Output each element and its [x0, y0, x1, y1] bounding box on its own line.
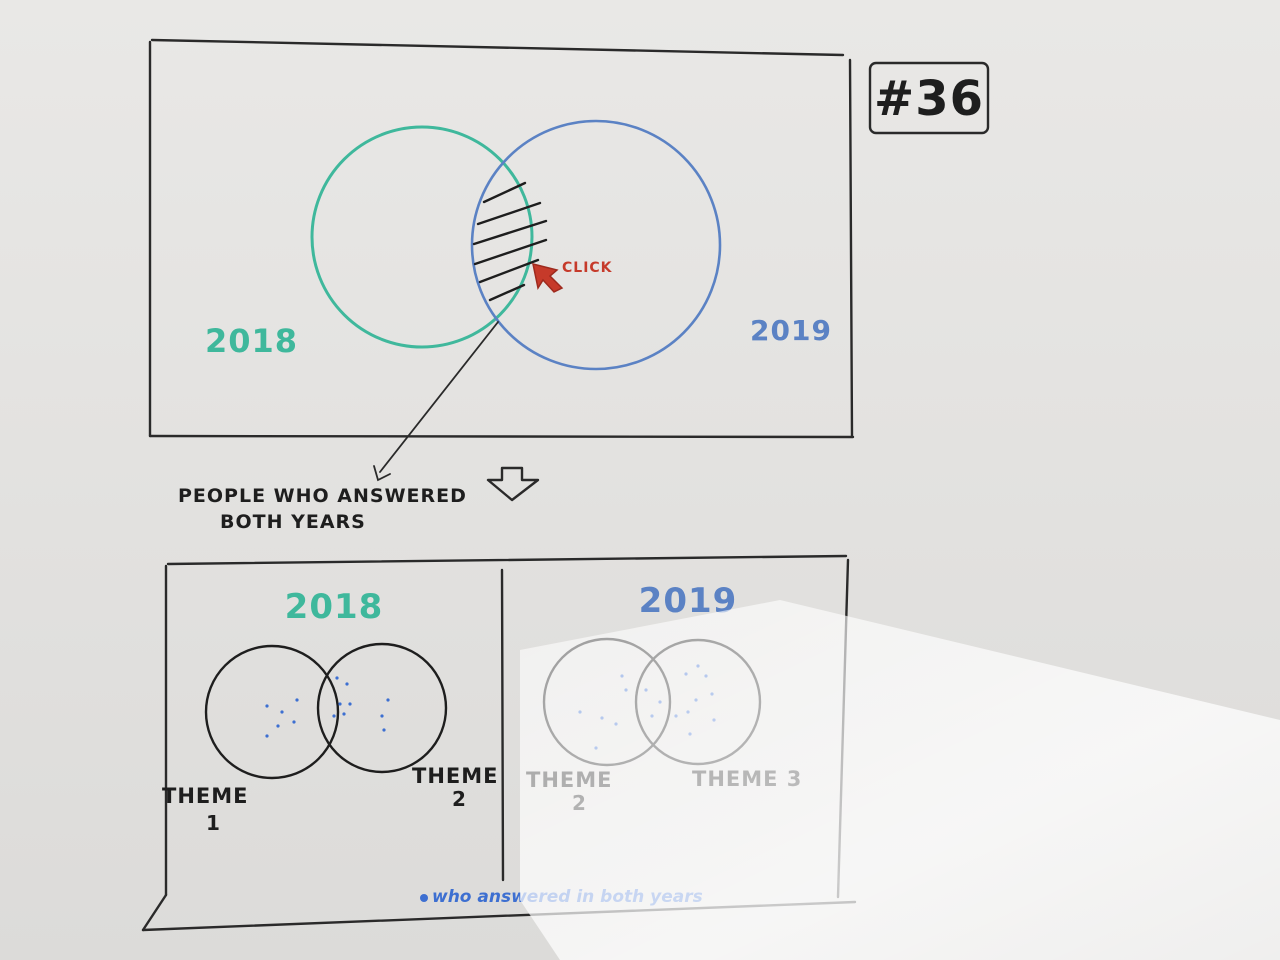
- sheet-number-box: #36: [868, 61, 990, 135]
- footnote-text: who answered in both years: [432, 887, 703, 907]
- theme-2-label-2019: THEME: [526, 768, 613, 792]
- cursor-arrow-icon: [532, 262, 564, 293]
- theme-2-number-2018: 2: [452, 787, 467, 811]
- theme-1-number-2018: 1: [206, 811, 221, 835]
- bottom-left-year: 2018: [285, 587, 384, 627]
- annotation-line-2: BOTH YEARS: [220, 511, 366, 533]
- theme-1-label-2018: THEME: [162, 784, 249, 808]
- venn-circle-2018: [310, 125, 534, 349]
- venn-theme-3-2019: [634, 638, 762, 766]
- venn-theme-1-2018: [204, 644, 340, 780]
- click-label: CLICK: [562, 260, 613, 276]
- theme-2-number-2019: 2: [572, 791, 587, 815]
- footnote-dot-icon: [420, 894, 428, 902]
- top-panel: [148, 38, 855, 439]
- sheet-number: #36: [874, 71, 984, 127]
- bottom-right-year: 2019: [639, 581, 738, 621]
- intersection-hatching: [472, 181, 548, 302]
- theme-3-label-2019: THEME 3: [692, 767, 802, 791]
- annotation-arrow: [373, 321, 499, 482]
- footnote: who answered in both years: [420, 887, 703, 907]
- annotation-line-1: PEOPLE WHO ANSWERED: [178, 485, 467, 507]
- bottom-panel: [141, 554, 857, 932]
- venn-circle-2019: [470, 119, 722, 371]
- year-label-2019: 2019: [750, 314, 832, 347]
- venn-theme-2-2019: [542, 637, 672, 767]
- year-label-2018: 2018: [205, 322, 298, 360]
- respondent-dots-2018: [265, 676, 390, 738]
- theme-2-label-2018: THEME: [412, 764, 499, 788]
- down-arrow-icon: [486, 466, 540, 502]
- venn-theme-2-2018: [316, 642, 448, 774]
